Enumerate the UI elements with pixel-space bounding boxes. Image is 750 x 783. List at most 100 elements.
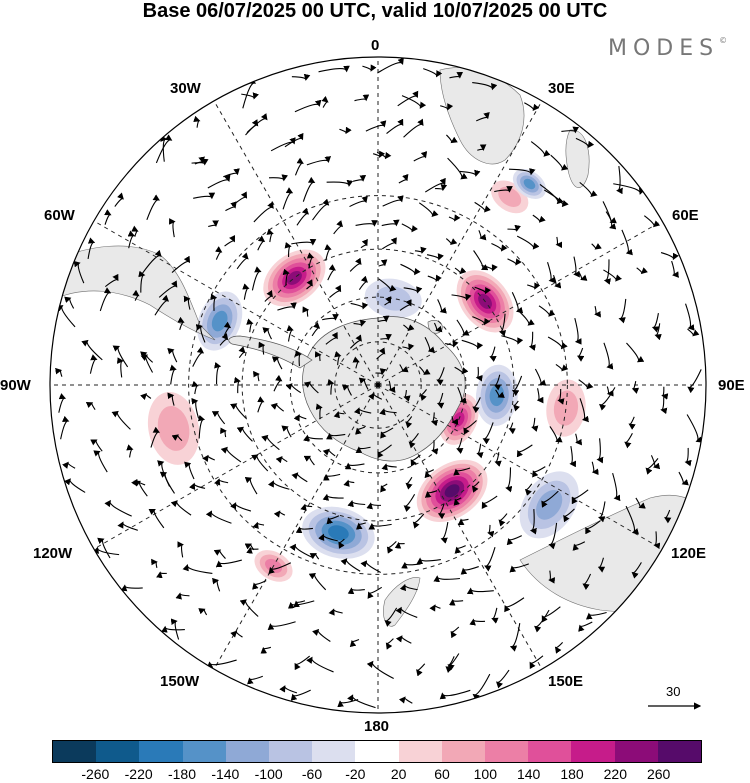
wind-vector <box>93 450 108 473</box>
wind-vector <box>529 655 544 670</box>
wind-vector <box>395 635 412 644</box>
wind-vector <box>294 99 322 113</box>
wind-vector <box>563 508 575 523</box>
wind-vector <box>509 563 529 573</box>
modes-logo: MODES© <box>608 36 728 61</box>
wind-vector <box>555 363 569 372</box>
wind-vector <box>625 505 640 535</box>
wind-vector <box>175 592 190 600</box>
wind-vector <box>375 368 387 376</box>
wind-vector <box>215 559 242 568</box>
wind-vector <box>202 454 215 463</box>
wind-vector <box>549 426 563 443</box>
colorbar-tick-label: 180 <box>560 766 584 782</box>
wind-vector <box>571 489 589 505</box>
colorbar-tick-label: 60 <box>434 766 450 782</box>
wind-vector <box>650 455 661 470</box>
wind-vector <box>127 230 136 249</box>
wind-vector <box>151 558 158 569</box>
wind-vector <box>423 68 443 78</box>
wind-vector <box>60 415 70 440</box>
wind-vector <box>296 207 309 226</box>
wind-vector <box>431 440 439 455</box>
wind-vector <box>495 389 505 398</box>
colorbar-tick-label: -20 <box>345 766 366 782</box>
latitude-circle <box>188 195 568 575</box>
wind-vector <box>140 354 154 363</box>
wind-vector <box>326 179 354 187</box>
wind-vector <box>472 82 498 91</box>
wind-vector <box>366 502 382 510</box>
wind-vector <box>552 275 562 289</box>
wind-vector <box>376 347 386 360</box>
wind-vector <box>603 259 611 285</box>
wind-vector <box>547 336 568 350</box>
wind-vector <box>424 177 446 193</box>
colorbar-tick-label: 100 <box>473 766 498 782</box>
wind-vector <box>385 638 394 650</box>
wind-vector <box>511 375 523 397</box>
colorbar-swatch <box>182 741 226 762</box>
wind-vector <box>140 393 152 401</box>
wind-vector <box>170 618 180 640</box>
wind-vector <box>686 414 703 443</box>
wind-vector <box>261 434 280 451</box>
wind-vector <box>381 237 397 250</box>
meridian-label-90e: 90E <box>718 377 745 394</box>
wind-vector <box>534 368 547 386</box>
wind-vector <box>160 135 168 162</box>
wind-vector <box>594 305 601 318</box>
wind-vector <box>555 236 563 249</box>
wind-vector <box>236 252 249 270</box>
wind-vector <box>322 314 339 321</box>
wind-vector <box>494 452 502 467</box>
wind-vector <box>451 416 459 425</box>
wind-vector <box>352 356 360 369</box>
wind-vector <box>289 543 314 559</box>
wind-vector <box>312 198 330 221</box>
wind-vector <box>244 477 258 495</box>
reference-vector-label: 30 <box>666 684 681 699</box>
wind-vector <box>213 549 226 559</box>
wind-vector <box>270 402 285 412</box>
wind-vector <box>303 381 319 394</box>
colorbar-tick-label: 140 <box>516 766 541 782</box>
wind-vector <box>306 279 313 290</box>
wind-vector <box>660 252 679 261</box>
latitude-circle <box>241 248 515 522</box>
wind-vector <box>461 339 484 350</box>
wind-vector <box>111 410 131 430</box>
wind-vector <box>484 547 496 572</box>
wind-vector <box>177 316 185 331</box>
anomaly-contour <box>211 310 228 332</box>
wind-vector <box>279 685 298 694</box>
wind-vector <box>104 273 119 288</box>
meridian-line <box>377 220 663 386</box>
wind-vector <box>459 169 481 177</box>
wind-vector <box>294 350 302 367</box>
wind-vector <box>416 663 426 677</box>
wind-vector <box>547 261 556 284</box>
anomaly-contour <box>523 178 536 190</box>
wind-vector <box>557 389 565 405</box>
wind-vector <box>578 621 593 632</box>
wind-vector <box>386 540 397 554</box>
wind-vector <box>353 407 372 415</box>
wind-vector <box>337 698 359 708</box>
wind-vector <box>585 520 601 535</box>
wind-vector <box>381 219 400 227</box>
wind-vector <box>300 503 313 511</box>
wind-vector <box>529 509 537 535</box>
wind-vector <box>463 420 477 435</box>
wind-vector <box>495 669 510 689</box>
wind-vector <box>211 411 226 425</box>
wind-vector <box>207 174 231 189</box>
wind-vector <box>624 433 633 449</box>
wind-vector <box>257 235 266 251</box>
wind-vector <box>329 284 342 298</box>
wind-vector <box>453 467 471 476</box>
wind-vector <box>260 646 272 654</box>
anomaly-contour <box>536 489 563 520</box>
wind-vector <box>257 396 265 413</box>
wind-vector <box>424 336 436 353</box>
